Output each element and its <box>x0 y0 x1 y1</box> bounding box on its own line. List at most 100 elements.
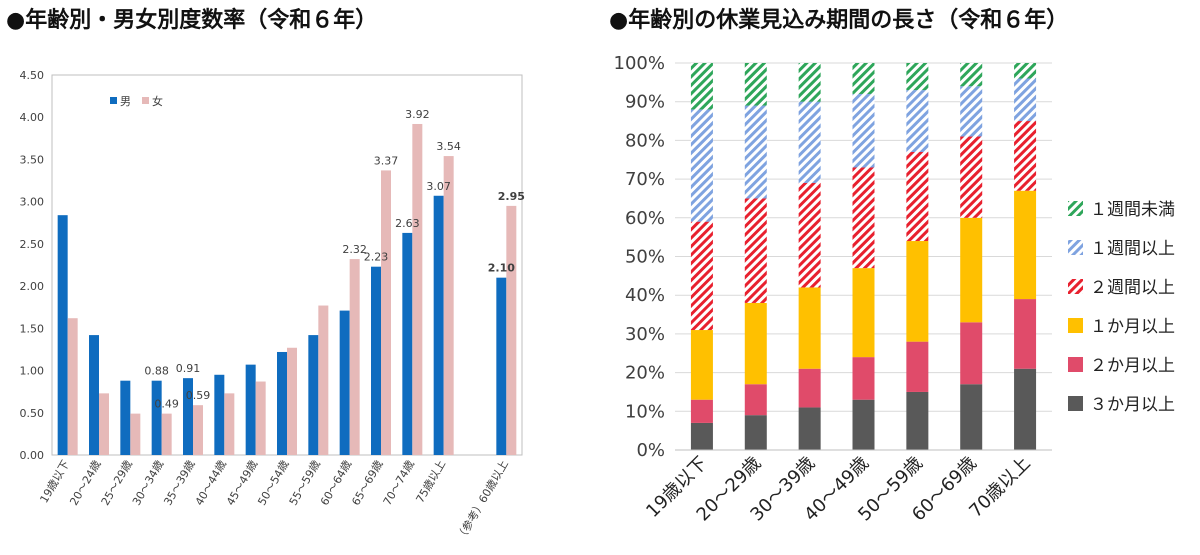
bar-female <box>67 318 78 455</box>
stacked-segment <box>852 63 875 94</box>
stacked-segment <box>690 330 713 400</box>
bar-male <box>89 335 99 455</box>
y-tick-label: 1.50 <box>20 322 45 335</box>
bar-male <box>433 195 444 455</box>
stacked-segment <box>960 322 983 385</box>
data-label: 2.10 <box>488 262 515 275</box>
bar-female <box>349 259 360 455</box>
y-tick-label: 80% <box>625 130 665 151</box>
legend-label: 女 <box>152 94 163 108</box>
bar-male <box>308 335 319 455</box>
data-label: 3.54 <box>436 140 461 153</box>
bar-female <box>506 205 517 455</box>
bar-female <box>443 156 454 456</box>
y-tick-label: 4.00 <box>20 111 45 124</box>
data-label: 3.07 <box>426 180 451 193</box>
stacked-segment <box>906 90 929 153</box>
bar-male <box>402 232 413 455</box>
stacked-segment <box>1014 190 1037 300</box>
stacked-segment <box>690 399 713 423</box>
y-tick-label: 100% <box>614 53 665 74</box>
stacked-segment <box>690 221 713 331</box>
stacked-segment <box>1014 78 1037 122</box>
legend-swatch <box>1068 318 1083 333</box>
stacked-segment <box>906 63 929 91</box>
chart1-title: ●年齢別・男女別度数率（令和６年） <box>6 8 378 33</box>
x-tick-label: 70～74歳 <box>381 458 417 508</box>
y-tick-label: 40% <box>625 285 665 306</box>
data-label: 3.37 <box>374 154 399 167</box>
leave-duration-stacked-bar-chart: 0%10%20%30%40%50%60%70%80%90%100%19歳以下20… <box>614 53 1175 525</box>
legend-label: ２か月以上 <box>1090 356 1175 376</box>
legend-swatch <box>1068 240 1083 255</box>
stacked-segment <box>1014 63 1037 79</box>
bar-male <box>183 378 193 455</box>
bar-female <box>161 413 172 455</box>
stacked-segment <box>744 384 767 416</box>
stacked-segment <box>852 93 875 168</box>
stacked-segment <box>852 357 875 400</box>
data-label: 3.92 <box>405 108 430 121</box>
stacked-segment <box>960 136 983 218</box>
bar-male <box>245 364 256 455</box>
y-tick-label: 1.00 <box>20 365 45 378</box>
legend-swatch <box>1068 201 1083 216</box>
y-tick-label: 20% <box>625 363 665 384</box>
stacked-segment <box>744 105 767 199</box>
bar-female <box>193 405 203 455</box>
legend-swatch-male <box>110 97 117 104</box>
bar-female <box>99 393 109 455</box>
bar-male <box>120 380 131 455</box>
bar-male <box>57 215 68 455</box>
stacked-segment <box>906 241 929 342</box>
y-tick-label: 0.00 <box>20 449 45 462</box>
bar-female <box>130 413 141 455</box>
stacked-segment <box>852 268 875 358</box>
legend-swatch <box>1068 396 1083 411</box>
data-label: 0.88 <box>144 365 169 378</box>
stacked-segment <box>906 341 929 392</box>
frequency-rate-bar-chart: 0.00 0.50 1.00 1.50 2.00 2.50 3.00 3.50 4.00 4.50… <box>20 69 525 544</box>
bar-female <box>287 347 297 455</box>
stacked-segment <box>690 63 713 110</box>
stacked-segment <box>1014 121 1037 191</box>
data-label: 2.32 <box>342 243 367 256</box>
chart2-title: ●年齢別の休業見込み期間の長さ（令和６年） <box>609 8 1069 33</box>
stacked-segment <box>690 422 713 450</box>
bar-female <box>412 123 423 455</box>
y-tick-label: 3.00 <box>20 196 45 209</box>
y-tick-label: 60% <box>625 208 665 229</box>
stacked-segment <box>906 152 929 242</box>
bar-female <box>255 381 266 455</box>
y-tick-label: 0% <box>636 440 665 461</box>
y-tick-label: 30% <box>625 324 665 345</box>
data-label: 0.91 <box>176 362 201 375</box>
y-tick-label: 3.50 <box>20 153 45 166</box>
legend-swatch-female <box>142 97 149 104</box>
stacked-segment <box>690 109 713 222</box>
stacked-segment <box>1014 368 1037 450</box>
data-label: 2.23 <box>364 251 389 264</box>
x-tick-label: （参考）60歳以上 <box>453 458 511 544</box>
y-tick-label: 2.00 <box>20 280 45 293</box>
data-label: 2.63 <box>395 217 420 230</box>
data-label: 0.49 <box>154 398 179 411</box>
legend-label: １週間未満 <box>1090 200 1175 220</box>
stacked-segment <box>798 101 821 183</box>
x-tick-label: 19歳以下 <box>38 458 73 505</box>
stacked-segment <box>906 391 929 450</box>
bar-male <box>371 266 381 455</box>
stacked-segment <box>960 217 983 323</box>
legend-label: ３か月以上 <box>1090 395 1175 415</box>
stacked-segment <box>852 399 875 450</box>
bar-male <box>496 277 507 455</box>
y-tick-label: 0.50 <box>20 407 45 420</box>
stacked-segment <box>744 63 767 106</box>
stacked-segment <box>798 287 821 369</box>
stacked-segment <box>744 302 767 385</box>
stacked-segment <box>852 167 875 269</box>
stacked-segment <box>798 182 821 288</box>
data-label: 0.59 <box>186 389 211 402</box>
y-tick-label: 2.50 <box>20 238 45 251</box>
y-tick-label: 10% <box>625 401 665 422</box>
